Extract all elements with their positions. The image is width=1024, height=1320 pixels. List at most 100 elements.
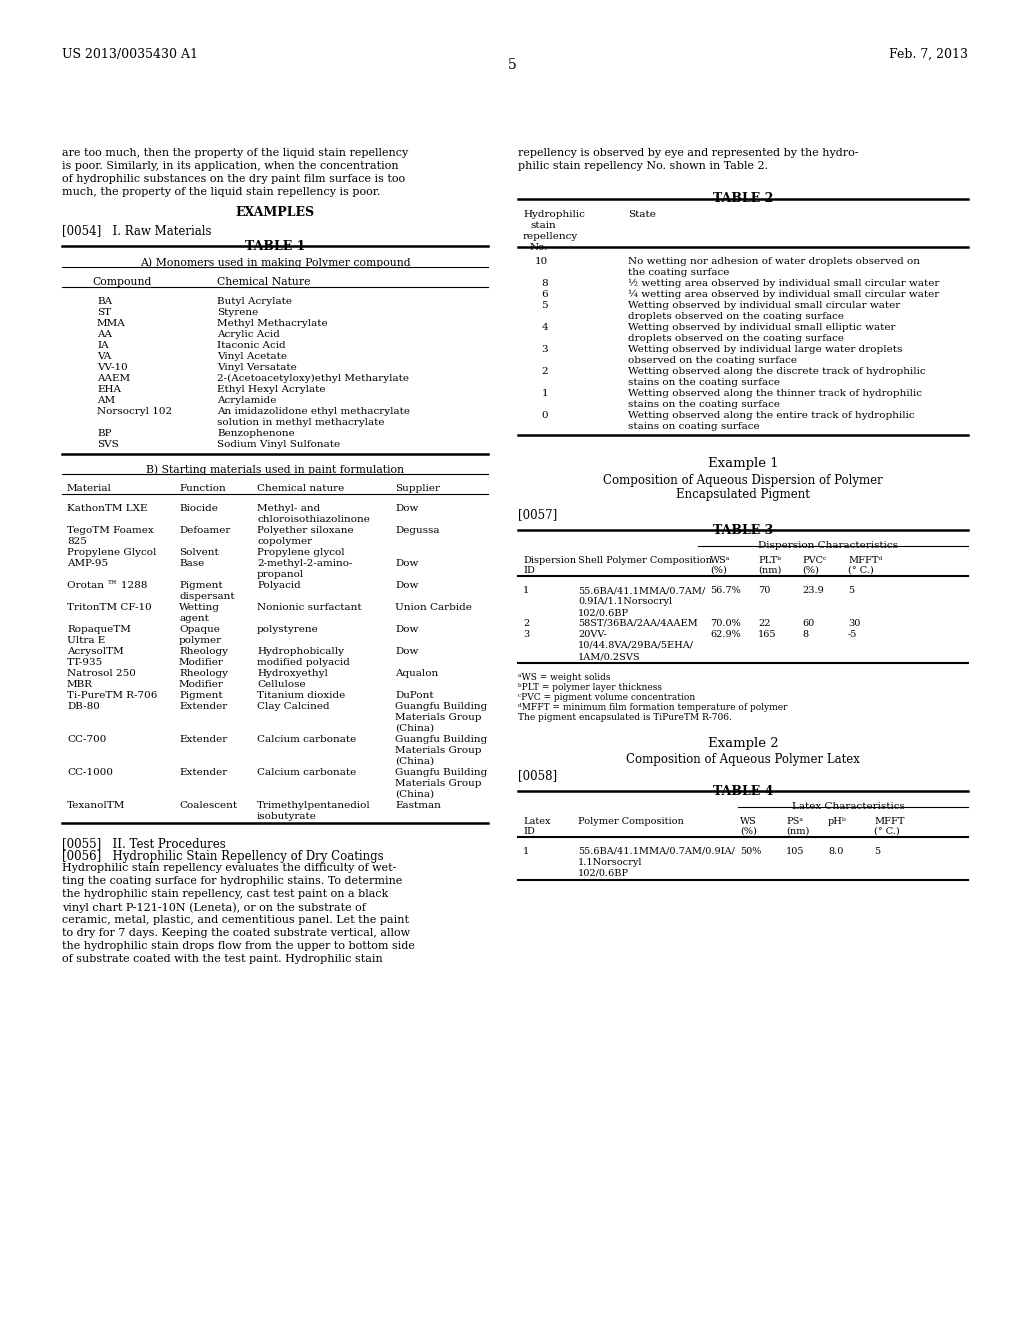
Text: Union Carbide: Union Carbide (395, 603, 472, 612)
Text: AMP-95: AMP-95 (67, 558, 109, 568)
Text: MMA: MMA (97, 319, 126, 327)
Text: (%): (%) (802, 566, 819, 576)
Text: DuPont: DuPont (395, 690, 433, 700)
Text: Aqualon: Aqualon (395, 669, 438, 678)
Text: 0: 0 (542, 411, 548, 420)
Text: No wetting nor adhesion of water droplets observed on: No wetting nor adhesion of water droplet… (628, 257, 920, 267)
Text: much, the property of the liquid stain repellency is poor.: much, the property of the liquid stain r… (62, 187, 380, 197)
Text: PSᵃ: PSᵃ (786, 817, 803, 826)
Text: 60: 60 (802, 619, 814, 628)
Text: EHA: EHA (97, 385, 121, 393)
Text: 5: 5 (874, 847, 880, 855)
Text: 10: 10 (535, 257, 548, 267)
Text: Latex Characteristics: Latex Characteristics (792, 803, 904, 810)
Text: to dry for 7 days. Keeping the coated substrate vertical, allow: to dry for 7 days. Keeping the coated su… (62, 928, 411, 939)
Text: Pigment: Pigment (179, 581, 222, 590)
Text: Orotan ™ 1288: Orotan ™ 1288 (67, 581, 147, 590)
Text: ᵇPLT = polymer layer thickness: ᵇPLT = polymer layer thickness (518, 682, 662, 692)
Text: Eastman: Eastman (395, 801, 441, 810)
Text: 2: 2 (542, 367, 548, 376)
Text: Dispersion: Dispersion (523, 556, 575, 565)
Text: Calcium carbonate: Calcium carbonate (257, 768, 356, 777)
Text: Chemical nature: Chemical nature (257, 484, 344, 492)
Text: 20VV-: 20VV- (578, 630, 607, 639)
Text: modified polyacid: modified polyacid (257, 657, 350, 667)
Text: TegoTM Foamex: TegoTM Foamex (67, 525, 154, 535)
Text: MBR: MBR (67, 680, 93, 689)
Text: CC-700: CC-700 (67, 735, 106, 744)
Text: (° C.): (° C.) (874, 828, 900, 836)
Text: (China): (China) (395, 789, 434, 799)
Text: (%): (%) (710, 566, 727, 576)
Text: [0058]: [0058] (518, 770, 557, 781)
Text: Rheology: Rheology (179, 647, 228, 656)
Text: Polyacid: Polyacid (257, 581, 301, 590)
Text: Wetting observed along the discrete track of hydrophilic: Wetting observed along the discrete trac… (628, 367, 926, 376)
Text: Extender: Extender (179, 702, 227, 711)
Text: Hydrophilic: Hydrophilic (523, 210, 585, 219)
Text: Propylene glycol: Propylene glycol (257, 548, 345, 557)
Text: ID: ID (523, 828, 535, 836)
Text: BA: BA (97, 297, 112, 306)
Text: -5: -5 (848, 630, 857, 639)
Text: 55.6BA/41.1MMA/0.7AM/: 55.6BA/41.1MMA/0.7AM/ (578, 586, 706, 595)
Text: Coalescent: Coalescent (179, 801, 238, 810)
Text: US 2013/0035430 A1: US 2013/0035430 A1 (62, 48, 198, 61)
Text: Biocide: Biocide (179, 504, 218, 513)
Text: 10/44.8VA/29BA/5EHA/: 10/44.8VA/29BA/5EHA/ (578, 642, 694, 649)
Text: Composition of Aqueous Polymer Latex: Composition of Aqueous Polymer Latex (626, 752, 860, 766)
Text: Butyl Acrylate: Butyl Acrylate (217, 297, 292, 306)
Text: 62.9%: 62.9% (710, 630, 740, 639)
Text: Wetting observed by individual small elliptic water: Wetting observed by individual small ell… (628, 323, 896, 333)
Text: TABLE 1: TABLE 1 (245, 240, 305, 253)
Text: Dow: Dow (395, 581, 419, 590)
Text: 1: 1 (523, 847, 529, 855)
Text: Trimethylpentanediol: Trimethylpentanediol (257, 801, 371, 810)
Text: Itaconic Acid: Itaconic Acid (217, 341, 286, 350)
Text: Acrylic Acid: Acrylic Acid (217, 330, 280, 339)
Text: (China): (China) (395, 723, 434, 733)
Text: Defoamer: Defoamer (179, 525, 230, 535)
Text: stain: stain (530, 220, 556, 230)
Text: (° C.): (° C.) (848, 566, 873, 576)
Text: SVS: SVS (97, 440, 119, 449)
Text: Guangfu Building: Guangfu Building (395, 768, 487, 777)
Text: agent: agent (179, 614, 209, 623)
Text: solution in methyl methacrylate: solution in methyl methacrylate (217, 418, 384, 426)
Text: Pigment: Pigment (179, 690, 222, 700)
Text: polymer: polymer (179, 636, 222, 645)
Text: Wetting observed by individual small circular water: Wetting observed by individual small cir… (628, 301, 900, 310)
Text: Titanium dioxide: Titanium dioxide (257, 690, 345, 700)
Text: 50%: 50% (740, 847, 762, 855)
Text: RopaqueTM: RopaqueTM (67, 624, 131, 634)
Text: Feb. 7, 2013: Feb. 7, 2013 (889, 48, 968, 61)
Text: Degussa: Degussa (395, 525, 439, 535)
Text: droplets observed on the coating surface: droplets observed on the coating surface (628, 312, 844, 321)
Text: B) Starting materials used in paint formulation: B) Starting materials used in paint form… (146, 465, 404, 475)
Text: No.: No. (530, 243, 549, 252)
Text: Material: Material (67, 484, 112, 492)
Text: pHᵇ: pHᵇ (828, 817, 847, 826)
Text: Dow: Dow (395, 504, 419, 513)
Text: Vinyl Versatate: Vinyl Versatate (217, 363, 297, 372)
Text: Modifier: Modifier (179, 657, 224, 667)
Text: Rheology: Rheology (179, 669, 228, 678)
Text: Clay Calcined: Clay Calcined (257, 702, 330, 711)
Text: Ti-PureTM R-706: Ti-PureTM R-706 (67, 690, 158, 700)
Text: Dispersion Characteristics: Dispersion Characteristics (758, 541, 898, 550)
Text: ID: ID (523, 566, 535, 576)
Text: WS: WS (740, 817, 757, 826)
Text: (nm): (nm) (786, 828, 809, 836)
Text: is poor. Similarly, in its application, when the concentration: is poor. Similarly, in its application, … (62, 161, 398, 172)
Text: 1: 1 (523, 586, 529, 595)
Text: 0.9IA/1.1Norsocryl: 0.9IA/1.1Norsocryl (578, 597, 672, 606)
Text: AAEM: AAEM (97, 374, 130, 383)
Text: ¼ wetting area observed by individual small circular water: ¼ wetting area observed by individual sm… (628, 290, 939, 300)
Text: Materials Group: Materials Group (395, 713, 481, 722)
Text: chloroisothiazolinone: chloroisothiazolinone (257, 515, 370, 524)
Text: copolymer: copolymer (257, 537, 312, 546)
Text: Vinyl Acetate: Vinyl Acetate (217, 352, 287, 360)
Text: of substrate coated with the test paint. Hydrophilic stain: of substrate coated with the test paint.… (62, 954, 383, 964)
Text: stains on the coating surface: stains on the coating surface (628, 378, 780, 387)
Text: EXAMPLES: EXAMPLES (236, 206, 314, 219)
